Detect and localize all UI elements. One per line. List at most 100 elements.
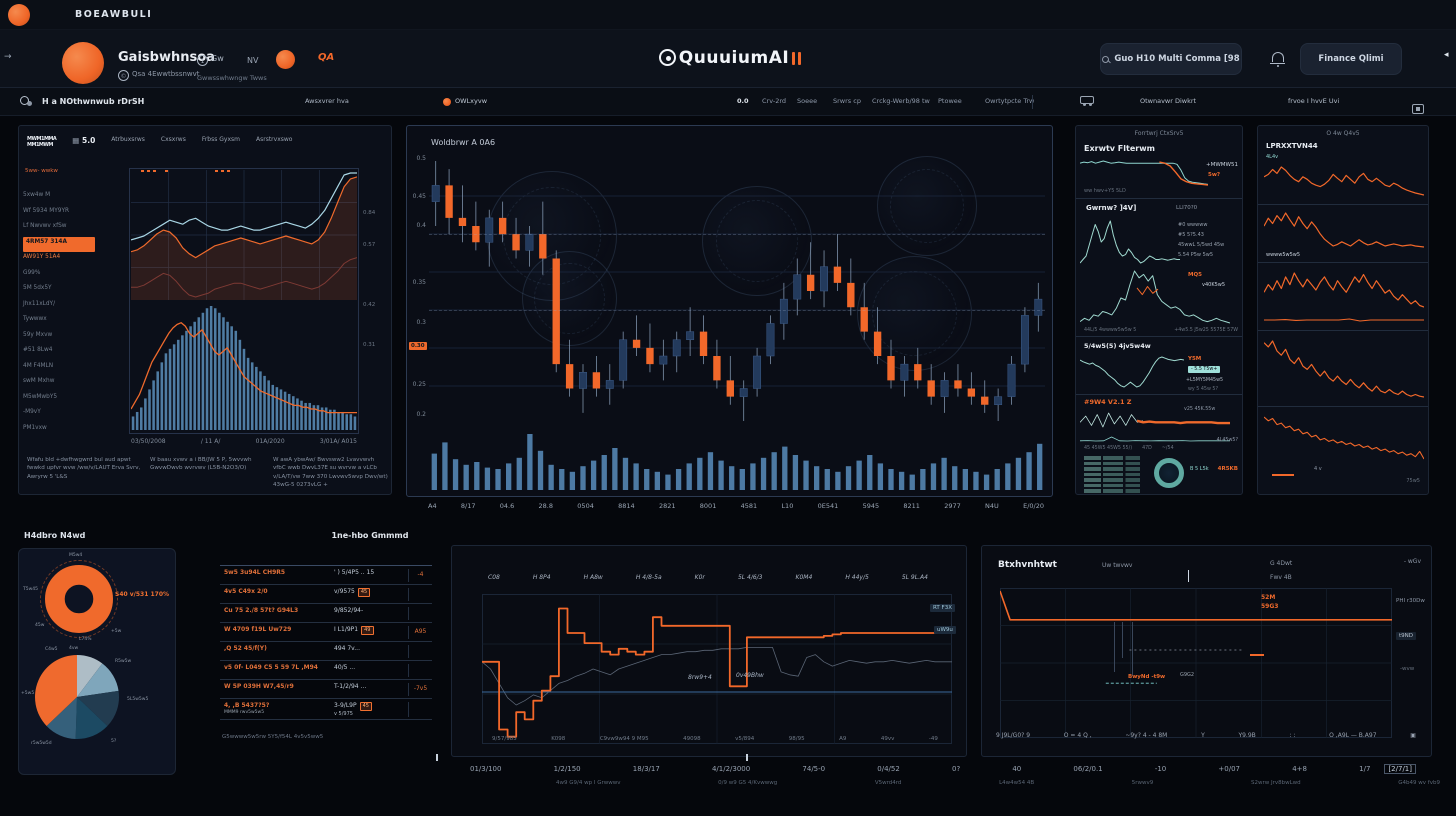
tab-4[interactable]: Asrstrvxswo — [256, 136, 293, 143]
signal-1-label[interactable]: Exrwtv Flterwm — [1084, 144, 1155, 153]
search-button[interactable]: Guo H10 Multi Comma [98 — [1100, 43, 1242, 75]
right-label-2: t9ND — [1396, 632, 1417, 640]
boxed-tick-label[interactable]: [2/7/1] — [1384, 764, 1416, 774]
x-tick-label: 4581 — [740, 502, 758, 510]
metric-list-item[interactable]: PM1vxw — [23, 424, 47, 431]
metric-list-item[interactable]: Wf 5934 MY9YR — [23, 207, 70, 214]
tab-interval[interactable]: ▦ 5.0 — [72, 136, 96, 145]
y-label-5: 0.25 — [412, 381, 426, 388]
metric-list-item[interactable]: G99% — [23, 269, 41, 276]
nav-right-6[interactable]: Owrtytpcte Trw — [985, 97, 1035, 105]
table-row[interactable]: 4v5 C49x 2/0 v/9575 45 — [220, 585, 432, 604]
nav-item-1[interactable]: Awsxvrer hva — [305, 97, 349, 105]
tab-3[interactable]: Frbss Gyxsm — [201, 136, 240, 143]
footer-item[interactable]: O ,A9L — B.A97 — [1329, 732, 1377, 739]
table-row[interactable]: W 4709 f19L Uw729 I L1/9P1 49 A95 — [220, 623, 432, 642]
signal-4-badge[interactable]: - 5.5 T5w+ — [1188, 366, 1221, 373]
metric-list-item[interactable]: M5wMwbY5 — [23, 393, 58, 400]
footer-item[interactable]: O = 4 Q , — [1063, 732, 1092, 739]
axis-labels-row: 01/3/100 1/2/150 18/3/17 4/1/2/3000 74/5-0 0/… — [470, 765, 1370, 773]
back-arrow-icon[interactable]: → — [4, 52, 12, 62]
meta-chip-1[interactable]: 1 Gw — [197, 54, 224, 66]
annotation: H 8P4 — [532, 574, 551, 581]
info-icon: 1 — [197, 55, 208, 66]
metric-list-item[interactable]: 4M F4MLN — [23, 362, 54, 369]
watchlist-label[interactable]: LPRXXTVN44 — [1266, 142, 1318, 150]
row-sublabel: MMM9 rwv5w5w5 — [224, 709, 265, 715]
metric-list-item[interactable]: Jhx11xLdY/ — [23, 300, 56, 307]
collapse-arrow-icon[interactable]: ◂ — [1444, 50, 1449, 60]
metric-list-item[interactable]: 4RM57 314A — [23, 236, 95, 252]
nav-right-4[interactable]: Crckg-Werb/98 tw — [872, 97, 930, 105]
nav-right-0[interactable]: 0.0 — [737, 97, 749, 105]
table-row[interactable]: 5w5 3u94L CH9R5 ' ) 5/4P5 .. 15 -4 — [220, 566, 432, 585]
footer-item[interactable]: Y9.9B — [1238, 732, 1256, 739]
x-tick-label: 0/4/52 — [877, 765, 900, 773]
allocation-title: H4dbro N4wd — [24, 531, 86, 540]
bell-icon[interactable] — [1270, 52, 1285, 67]
nav-right-7[interactable]: Otwnavwr Diwkrt — [1140, 97, 1197, 105]
metric-list-item[interactable]: 5M 5dx5Y — [23, 285, 52, 291]
candlestick-chart — [429, 161, 1045, 421]
app-logo-icon[interactable] — [8, 4, 30, 26]
grid-view-icon[interactable] — [1412, 104, 1424, 114]
right-axis-1: 0.57 — [363, 242, 376, 248]
tab-1[interactable]: Atrbuxsrws — [111, 136, 145, 143]
metric-list-item[interactable]: #51 8Lw4 — [23, 347, 53, 353]
footer-item[interactable]: Y — [1201, 732, 1205, 739]
nav-right-2[interactable]: Soeee — [797, 97, 818, 105]
footer-item[interactable]: 9 J9L/G0? 9 — [996, 732, 1031, 739]
x-tick-label: v5/894 — [735, 736, 755, 742]
table-row[interactable]: ,Q 52 45/f(Y) 494 7v... — [220, 642, 432, 661]
table-row[interactable]: 4, ,B 5437?5? MMM9 rwv5w5w5 3-9/L9P 45 v 5/… — [220, 699, 432, 720]
row-extra: -7v5 — [408, 683, 432, 696]
train-icon[interactable] — [1080, 96, 1094, 106]
metric-list-item[interactable]: 5xw4w M — [23, 192, 51, 198]
signal-5-label[interactable]: #9W4 V2.1 Z — [1084, 398, 1132, 406]
x-tick-label: 3/01A/ A015 — [319, 438, 357, 445]
footer-item[interactable]: ~9y? 4 - 4 8M — [1125, 732, 1168, 739]
nav-right-3[interactable]: Srwrs cp — [833, 97, 861, 105]
watchlist-flatline — [1264, 318, 1424, 322]
right-axis-2: 0.42 — [363, 302, 376, 308]
range-handle[interactable] — [436, 754, 438, 761]
metric-list-item[interactable]: Lf Nwvwv xfSw — [23, 223, 67, 229]
header: → Gaisbwhnsoa © Qsa 4Ewwtbssnwvt 1 Gw NV Q… — [0, 30, 1456, 88]
x-tick-label: 2821 — [658, 502, 676, 510]
nav-right-1[interactable]: Crv-2rd — [762, 97, 787, 105]
overview-panel: MWM1MMA MM1MWM ▦ 5.0 Atrbuxsrws Cxsxrws F… — [18, 125, 392, 495]
pie-tick-1: R5w5w — [115, 659, 132, 664]
footer-item[interactable]: : : — [1289, 732, 1296, 739]
signal-4-label[interactable]: 5/4w5(5) 4jv5w4w — [1084, 342, 1151, 350]
meta-chip-2[interactable]: NV — [247, 56, 259, 65]
equity-step-chart — [482, 594, 952, 744]
metric-list-item[interactable]: swM Mxhw — [23, 378, 55, 384]
metric-list-item[interactable]: Tywwwx — [23, 316, 47, 322]
nav-right-5[interactable]: Ptowee — [938, 97, 962, 105]
nav-item-2[interactable]: OWLxyvw — [455, 97, 488, 105]
tab-2[interactable]: Cxsxrws — [160, 136, 186, 143]
alert-icon[interactable] — [276, 50, 295, 69]
metric-list-item[interactable]: 59y Mxvw — [23, 331, 53, 338]
signal-5-value: v25 45K.55w — [1184, 407, 1216, 412]
metric-list-item[interactable]: -M9vY — [23, 409, 41, 415]
x-tick-label: 8/17 — [460, 502, 476, 510]
nav-home[interactable]: H a NOthwnwub rDrSH — [42, 97, 145, 106]
signal-3-caption-right: +4w5.5 J5w25 5575E 57W — [1174, 328, 1238, 333]
avatar[interactable] — [62, 42, 104, 84]
metric-list-item[interactable]: AW91Y 51A4 — [23, 254, 61, 260]
table-row[interactable]: W 5P 039H W7,45/r9 T-1/2/94 ... -7v5 — [220, 680, 432, 699]
meta-chip-3[interactable]: QA — [318, 52, 335, 63]
watchlist-sparkline-4 — [1264, 340, 1424, 398]
x-tick-label: 98/95 — [788, 736, 805, 742]
orange-value-1: 52M — [1261, 594, 1276, 601]
footer-item[interactable]: ▣ — [1410, 732, 1416, 739]
annotation: K0r — [694, 574, 705, 581]
primary-action-button[interactable]: Finance Qlimi — [1300, 43, 1402, 75]
table-row[interactable]: Cu 75 2./8 57t? G94L3 9/852/94- — [220, 604, 432, 623]
global-x-axis-sub: 4w9 G9/4 wp I Grwwwv 0/9 w9 G5 4/Kvwwwg V5… — [556, 780, 1440, 786]
nav-right-8[interactable]: frvoe I hvvE Uvi — [1288, 97, 1340, 105]
range-handle[interactable] — [746, 754, 748, 761]
table-row[interactable]: v5 0f- L049 C5 5 59 7L ,M94 40/5 ... — [220, 661, 432, 680]
signal-2-label[interactable]: Gwrnw? ]4V] — [1086, 204, 1137, 212]
